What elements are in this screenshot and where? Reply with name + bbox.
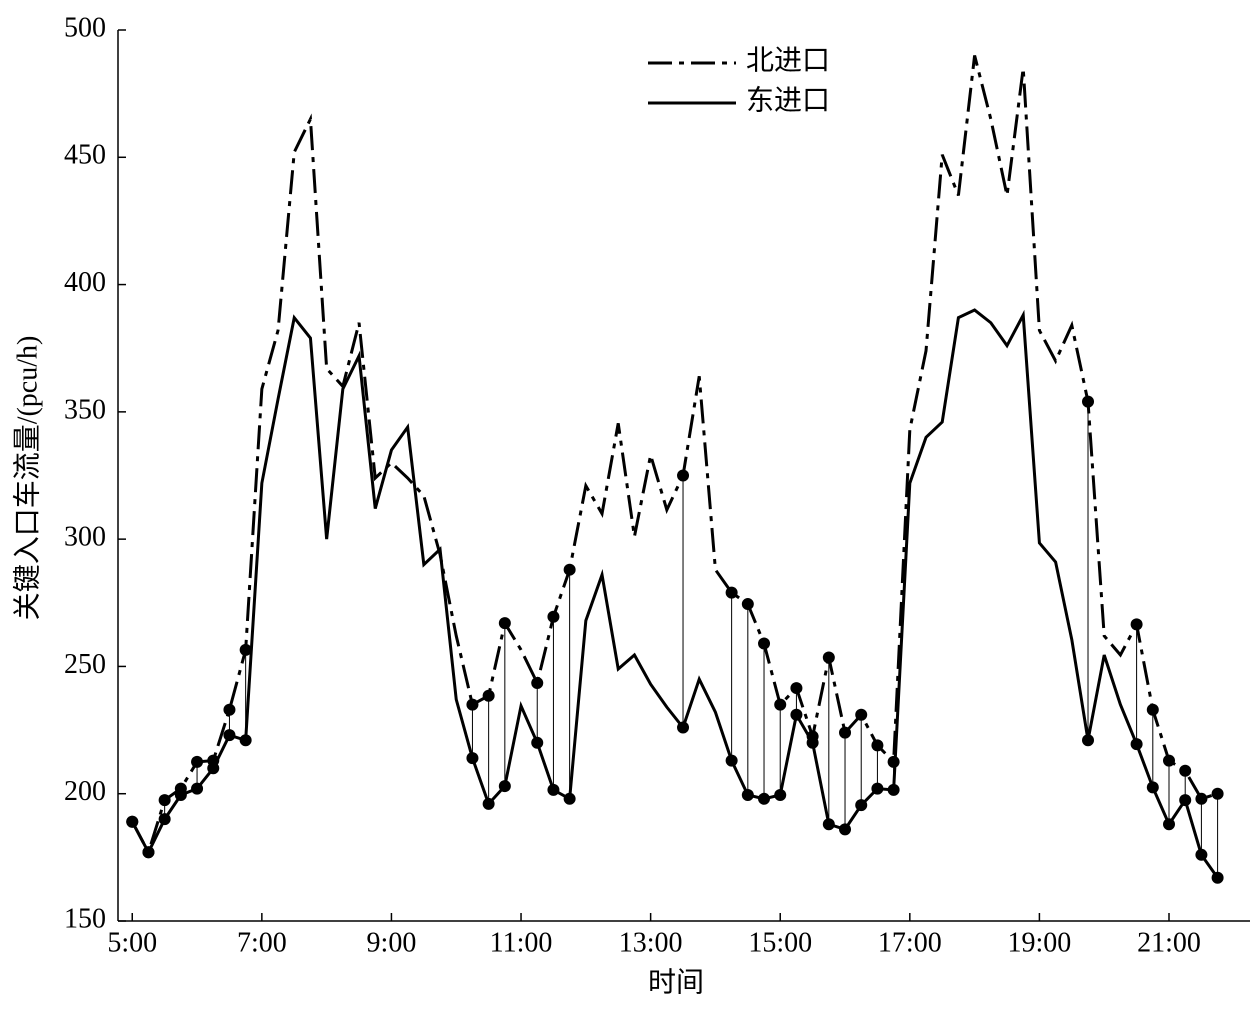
point-marker — [563, 563, 576, 576]
y-tick-label: 150 — [64, 903, 106, 934]
point-marker — [758, 637, 771, 650]
point-marker — [547, 783, 560, 796]
y-tick-label: 200 — [64, 776, 106, 807]
point-marker — [839, 823, 852, 836]
x-tick-label: 9:00 — [367, 927, 417, 958]
y-tick-label: 500 — [64, 12, 106, 43]
y-tick-label: 400 — [64, 267, 106, 298]
point-marker — [855, 799, 868, 812]
x-tick-label: 15:00 — [748, 927, 812, 958]
point-marker — [790, 682, 803, 695]
x-tick-label: 13:00 — [619, 927, 683, 958]
point-marker — [741, 788, 754, 801]
point-marker — [741, 598, 754, 611]
x-tick-label: 5:00 — [107, 927, 157, 958]
point-marker — [1179, 794, 1192, 807]
point-marker — [223, 703, 236, 716]
point-marker — [1211, 787, 1224, 800]
point-marker — [531, 676, 544, 689]
point-marker — [774, 698, 787, 711]
point-marker — [126, 815, 139, 828]
x-tick-label: 17:00 — [878, 927, 942, 958]
point-marker — [871, 782, 884, 795]
y-tick-label: 450 — [64, 140, 106, 171]
x-tick-label: 7:00 — [237, 927, 287, 958]
point-marker — [191, 755, 204, 768]
point-marker — [547, 610, 560, 623]
point-marker — [774, 788, 787, 801]
x-tick-label: 11:00 — [490, 927, 553, 958]
point-marker — [1195, 848, 1208, 861]
point-marker — [790, 708, 803, 721]
legend-label: 北进口 — [746, 45, 830, 76]
point-marker — [822, 651, 835, 664]
point-marker — [466, 752, 479, 765]
point-marker — [223, 729, 236, 742]
point-marker — [142, 846, 155, 859]
point-marker — [158, 794, 171, 807]
point-marker — [1130, 618, 1143, 631]
point-marker — [174, 788, 187, 801]
point-marker — [158, 813, 171, 826]
legend-label: 东进口 — [746, 84, 830, 116]
point-marker — [887, 783, 900, 796]
point-marker — [855, 708, 868, 721]
point-marker — [1211, 871, 1224, 884]
point-marker — [725, 754, 738, 767]
point-marker — [806, 736, 819, 749]
point-marker — [1082, 395, 1095, 408]
y-tick-label: 300 — [64, 522, 106, 553]
x-tick-label: 21:00 — [1137, 927, 1201, 958]
point-marker — [563, 792, 576, 805]
series-line — [130, 308, 1219, 879]
point-marker — [887, 755, 900, 768]
point-marker — [677, 469, 690, 482]
y-tick-label: 350 — [64, 394, 106, 425]
point-marker — [822, 818, 835, 831]
y-axis-title: 关键入口车流量/(pcu/h) — [11, 336, 43, 621]
point-marker — [677, 721, 690, 734]
x-tick-label: 19:00 — [1008, 927, 1072, 958]
point-marker — [498, 780, 511, 793]
point-marker — [871, 739, 884, 752]
point-marker — [1179, 764, 1192, 777]
point-marker — [1146, 781, 1159, 794]
series-line — [130, 55, 1219, 857]
point-marker — [531, 736, 544, 749]
point-marker — [239, 643, 252, 656]
point-marker — [466, 698, 479, 711]
point-marker — [1163, 754, 1176, 767]
point-marker — [191, 782, 204, 795]
y-tick-label: 250 — [64, 649, 106, 680]
point-marker — [725, 586, 738, 599]
point-marker — [1146, 703, 1159, 716]
point-marker — [207, 762, 220, 775]
point-marker — [239, 734, 252, 747]
point-marker — [482, 797, 495, 810]
point-marker — [1163, 818, 1176, 831]
point-marker — [839, 726, 852, 739]
x-axis-title: 时间 — [648, 966, 704, 998]
point-marker — [1195, 792, 1208, 805]
point-marker — [1082, 734, 1095, 747]
point-marker — [1130, 738, 1143, 751]
point-marker — [498, 617, 511, 630]
point-marker — [758, 792, 771, 805]
point-marker — [482, 689, 495, 702]
